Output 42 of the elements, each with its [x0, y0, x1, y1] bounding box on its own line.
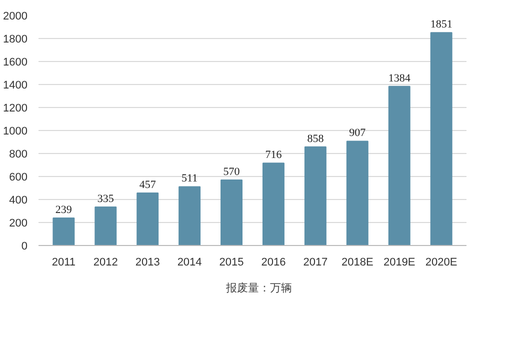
- bar: [136, 192, 159, 246]
- bar: [220, 179, 243, 246]
- bar: [94, 206, 117, 246]
- data-label: 716: [265, 149, 282, 162]
- data-label: 335: [97, 192, 114, 205]
- bar: [178, 186, 201, 246]
- bar: [52, 218, 75, 246]
- data-label: 511: [182, 172, 198, 185]
- y-tick-label: 1600: [3, 56, 28, 68]
- data-label: 239: [55, 204, 72, 216]
- x-tick-label: 2019E: [383, 256, 416, 268]
- y-tick-label: 2000: [3, 10, 28, 22]
- y-tick-label: 1200: [3, 102, 28, 114]
- bar: [262, 162, 284, 246]
- y-tick-label: 600: [9, 172, 28, 184]
- y-tick-label: 1400: [3, 80, 28, 92]
- x-tick-label: 2011: [52, 256, 76, 268]
- y-tick-label: 1800: [3, 34, 28, 46]
- x-tick-label: 2012: [93, 256, 118, 268]
- data-label: 570: [223, 166, 240, 178]
- bar: [388, 86, 410, 246]
- bar: [346, 140, 368, 246]
- x-tick-label: 2018E: [342, 256, 374, 268]
- data-label: 457: [139, 178, 156, 191]
- text: 报废量：万辆: [226, 281, 292, 296]
- x-tick-label: 2016: [261, 256, 286, 268]
- y-tick-label: 800: [9, 148, 28, 160]
- bar: [430, 32, 452, 246]
- data-label: 1851: [430, 18, 452, 31]
- bar: [304, 146, 326, 246]
- y-tick-label: 0: [21, 240, 28, 252]
- data-label: 1384: [388, 72, 411, 84]
- data-label: 858: [307, 132, 324, 145]
- y-tick-label: 1000: [3, 126, 28, 138]
- x-tick-label: 2014: [177, 256, 202, 268]
- y-tick-label: 400: [9, 194, 28, 206]
- y-tick-label: 200: [9, 218, 28, 230]
- x-tick-label: 2017: [303, 256, 328, 268]
- data-label: 907: [349, 127, 366, 140]
- x-tick-label: 2015: [219, 256, 244, 268]
- x-tick-label: 2020E: [425, 256, 458, 268]
- x-tick-label: 2013: [135, 256, 160, 268]
